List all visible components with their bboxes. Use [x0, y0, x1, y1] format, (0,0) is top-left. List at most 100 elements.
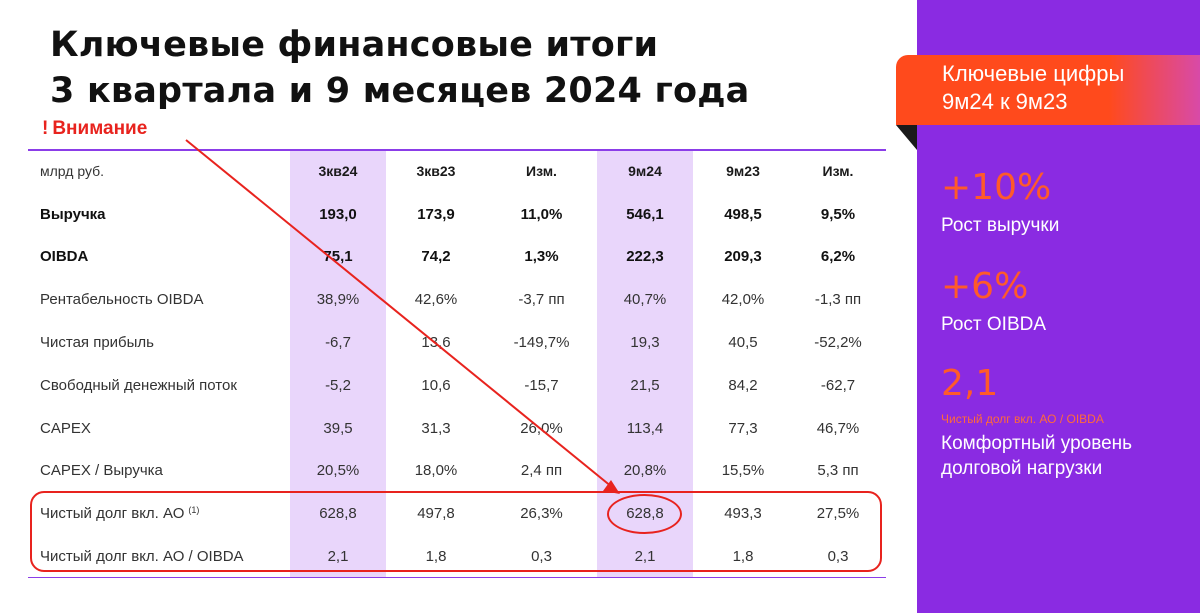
table-cell: -52,2%: [814, 334, 862, 352]
table-cell: 26,3%: [520, 505, 563, 523]
header-3q24: 3кв24: [318, 163, 358, 180]
header-change-quarter: Изм.: [526, 163, 557, 180]
table-cell: 113,4: [626, 419, 664, 437]
table-cell: 11,0%: [520, 205, 563, 223]
table-cell: 39,5: [323, 419, 353, 437]
exclamation-icon: !: [42, 118, 49, 139]
table-cell: 84,2: [728, 376, 758, 394]
table-cell: 1,3%: [524, 248, 559, 266]
table-cell: 21,5: [630, 376, 660, 394]
table-cell: 10,6: [421, 376, 451, 394]
table-row-oibda: OIBDA 75,1 74,2 1,3% 222,3 209,3 6,2%: [28, 236, 886, 279]
title-line-1: Ключевые финансовые итоги: [50, 25, 659, 65]
metric-leverage-value: 2,1: [941, 363, 999, 404]
table-cell: 18,0%: [414, 462, 458, 480]
table-cell: 173,9: [417, 205, 455, 223]
table-cell: 46,7%: [816, 419, 860, 437]
table-cell: 40,5: [728, 334, 758, 352]
header-9m23: 9м23: [726, 163, 760, 180]
table-cell: 0,3: [827, 548, 849, 566]
table-cell: 20,8%: [623, 462, 667, 480]
table-row-oibda-margin: Рентабельность OIBDA 38,9% 42,6% -3,7 пп…: [28, 278, 886, 321]
table-cell: 493,3: [724, 505, 762, 523]
table-cell: 77,3: [728, 419, 758, 437]
table-row-free-cash-flow: Свободный денежный поток -5,2 10,6 -15,7…: [28, 364, 886, 407]
table-cell: 1,8: [425, 548, 447, 566]
key-figures-heading-tab: [896, 55, 1200, 125]
row-label: OIBDA: [40, 248, 89, 266]
table-cell: 42,6%: [414, 291, 458, 309]
metric-revenue-growth-label: Рост выручки: [941, 215, 1060, 236]
table-cell: 75,1: [323, 248, 353, 266]
table-cell: -6,7: [325, 334, 351, 352]
row-label: CAPEX: [40, 419, 91, 437]
table-cell: 222,3: [626, 248, 664, 266]
footnote-marker: (1): [188, 504, 200, 515]
metric-leverage-label-line-2: долговой нагрузки: [941, 458, 1103, 479]
table-cell: 15,5%: [721, 462, 765, 480]
table-cell: 193,0: [319, 205, 357, 223]
header-9m24: 9м24: [628, 163, 662, 180]
row-label: Чистый долг вкл. АО (1): [40, 492, 300, 535]
header-3q23: 3кв23: [416, 163, 456, 180]
table-cell: -5,2: [325, 376, 351, 394]
row-label: Рентабельность OIBDA: [40, 291, 204, 309]
net-debt-highlight-box: [30, 491, 882, 572]
table-cell: 2,1: [327, 548, 349, 566]
key-figures-heading: Ключевые цифры 9м24 к 9м23: [942, 60, 1192, 116]
metric-leverage-label-line-1: Комфортный уровень: [941, 433, 1133, 454]
table-cell: 628,8: [319, 505, 357, 523]
table-cell: 13,6: [421, 334, 451, 352]
table-cell: -15,7: [524, 376, 559, 394]
heading-line-2: 9м24 к 9м23: [942, 89, 1068, 114]
table-cell: 0,3: [531, 548, 552, 566]
table-cell: 40,7%: [623, 291, 667, 309]
table-cell: 2,4 пп: [520, 462, 563, 480]
table-cell: -62,7: [820, 376, 856, 394]
table-cell: 19,3: [630, 334, 660, 352]
table-cell: 2,1: [634, 548, 656, 566]
table-cell: 26,0%: [520, 419, 563, 437]
metric-oibda-growth-value: +6%: [941, 266, 1029, 307]
table-cell: 497,8: [417, 505, 455, 523]
header-change-nine-months: Изм.: [822, 163, 854, 180]
metric-leverage-sublabel: Чистый долг вкл. АО / OIBDA: [941, 412, 1104, 426]
row-label: Чистый долг вкл. АО / OIBDA: [40, 548, 244, 566]
table-cell: 9,5%: [820, 205, 856, 223]
metric-revenue-growth-value: +10%: [941, 167, 1052, 208]
table-cell: 1,8: [732, 548, 754, 566]
header-units: млрд руб.: [40, 163, 105, 180]
net-debt-highlight-circle: [607, 494, 682, 534]
row-label: Чистая прибыль: [40, 334, 154, 352]
table-cell: 546,1: [626, 205, 664, 223]
title-line-2: 3 квартала и 9 месяцев 2024 года: [50, 71, 750, 111]
table-row-net-profit: Чистая прибыль -6,7 13,6 -149,7% 19,3 40…: [28, 321, 886, 364]
table-cell: 42,0%: [721, 291, 765, 309]
table-header-row: млрд руб. 3кв24 3кв23 Изм. 9м24 9м23 Изм…: [28, 150, 886, 193]
row-label: CAPEX / Выручка: [40, 462, 163, 480]
table-row-capex-to-revenue: CAPEX / Выручка 20,5% 18,0% 2,4 пп 20,8%…: [28, 450, 886, 493]
row-label-text: Чистый долг вкл. АО: [40, 505, 185, 523]
table-cell: 27,5%: [816, 505, 860, 523]
table-cell: 209,3: [724, 248, 762, 266]
table-cell: -3,7 пп: [518, 291, 565, 309]
metric-oibda-growth-label: Рост OIBDA: [941, 314, 1047, 335]
table-row-net-debt: Чистый долг вкл. АО (1) 628,8 497,8 26,3%…: [28, 492, 886, 535]
table-cell: 5,3 пп: [817, 462, 859, 480]
table-row-revenue: Выручка 193,0 173,9 11,0% 546,1 498,5 9,…: [28, 193, 886, 236]
table-cell: -1,3 пп: [814, 291, 862, 309]
attention-text: Внимание: [52, 118, 148, 139]
table-cell: 38,9%: [316, 291, 360, 309]
page-title: Ключевые финансовые итоги 3 квартала и 9…: [50, 22, 870, 114]
table-row-capex: CAPEX 39,5 31,3 26,0% 113,4 77,3 46,7%: [28, 407, 886, 450]
heading-line-1: Ключевые цифры: [942, 61, 1125, 86]
table-cell: 31,3: [421, 419, 451, 437]
table-cell: 20,5%: [316, 462, 360, 480]
row-label: Выручка: [40, 205, 106, 223]
table-cell: 6,2%: [820, 248, 856, 266]
table-bottom-divider: [28, 577, 886, 578]
table-cell: -149,7%: [513, 334, 570, 352]
row-label: Свободный денежный поток: [40, 376, 237, 394]
table-row-net-debt-to-oibda: Чистый долг вкл. АО / OIBDA 2,1 1,8 0,3 …: [28, 535, 886, 578]
tab-fold-shape: [896, 125, 917, 150]
